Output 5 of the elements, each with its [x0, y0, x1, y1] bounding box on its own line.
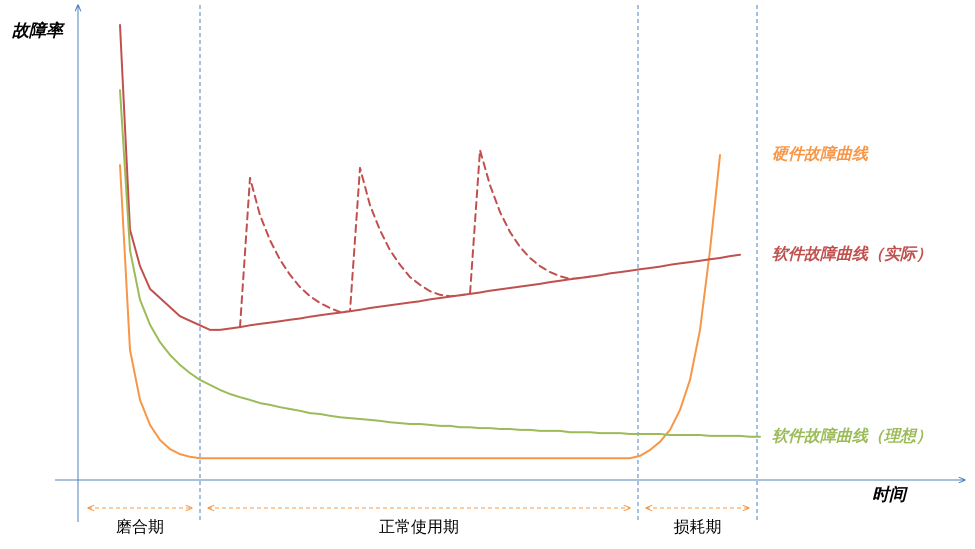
text: 软件故障曲线（实际）	[772, 244, 932, 263]
series-label: 软件故障曲线（理想）	[772, 426, 932, 445]
text: 时间	[872, 485, 908, 505]
y-axis-title: 故障率	[12, 21, 65, 41]
text: 硬件故障曲线	[772, 144, 869, 164]
